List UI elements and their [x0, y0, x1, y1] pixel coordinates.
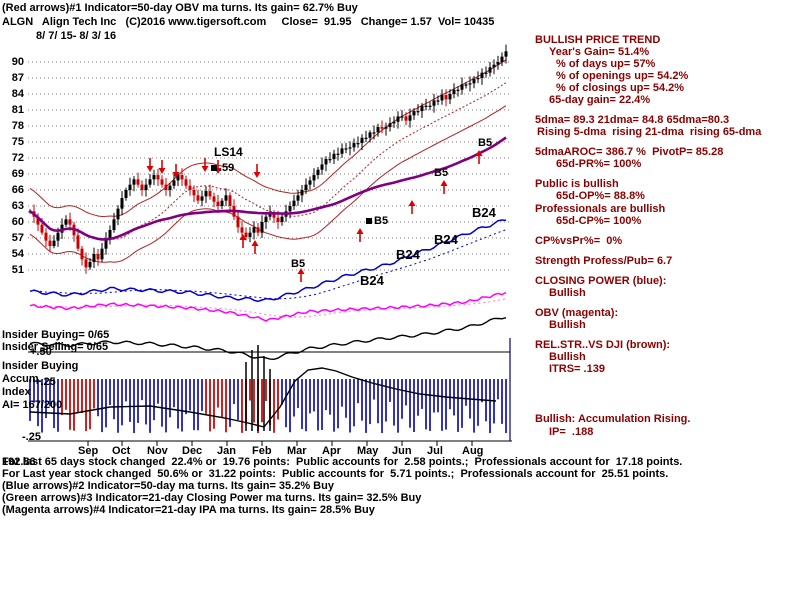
app-root: (Red arrows)#1 Indicator=50-day OBV ma t… [2, 2, 762, 516]
chart-canvas [28, 44, 512, 446]
